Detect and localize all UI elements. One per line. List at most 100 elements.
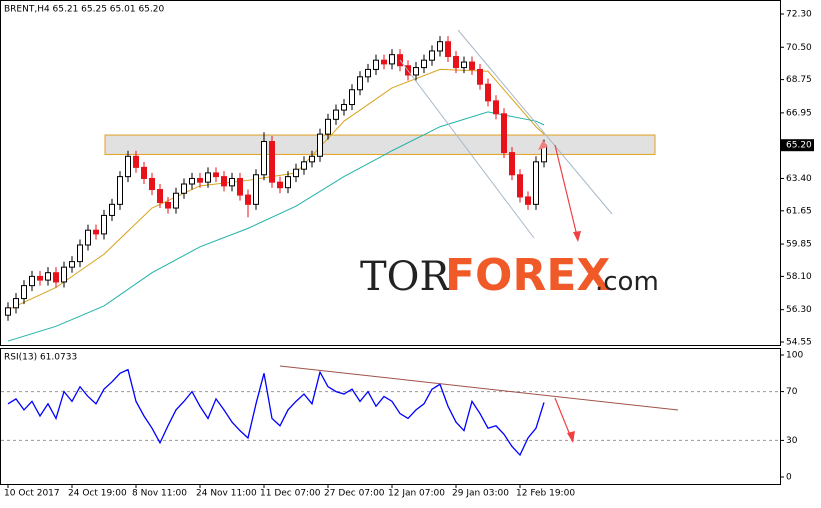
- rsi-tick-label: 0: [786, 473, 792, 483]
- rsi-tick-label: 30: [786, 436, 798, 446]
- candle-body: [93, 229, 99, 235]
- last-price-box: [781, 139, 814, 152]
- y-tick-label: 56.30: [786, 305, 812, 315]
- candle-body: [61, 266, 67, 283]
- candle-body: [197, 177, 203, 183]
- channel-line: [399, 59, 535, 239]
- y-tick-label: 68.75: [786, 75, 812, 85]
- x-tick-label: 12 Feb 19:00: [516, 489, 575, 499]
- watermark-com: .com: [595, 267, 659, 297]
- y-tick-label: 72.30: [786, 10, 812, 20]
- rsi-tick-label: 70: [786, 387, 798, 397]
- candle-body: [109, 203, 115, 216]
- candle-body: [357, 76, 363, 91]
- main-frame: [0, 0, 781, 346]
- candle-body: [101, 214, 107, 235]
- x-tick-label: 24 Oct 19:00: [68, 489, 127, 499]
- watermark-tor: TOR: [360, 254, 451, 300]
- y-tick-label: 66.95: [786, 108, 812, 118]
- candle-body: [77, 244, 83, 263]
- candle-body: [493, 100, 499, 115]
- x-tick-label: 29 Jan 03:00: [452, 489, 509, 499]
- x-tick-label: 10 Oct 2017: [4, 489, 60, 499]
- rsi-frame: [0, 348, 781, 485]
- candle-body: [525, 196, 531, 205]
- watermark: TOR FOREX .com: [360, 250, 659, 301]
- x-tick-label: 8 Nov 11:00: [132, 489, 187, 499]
- arrow-head: [538, 140, 548, 150]
- candle-body: [205, 172, 211, 183]
- candle-body: [245, 194, 251, 205]
- candle-body: [85, 229, 91, 246]
- candle-body: [533, 161, 539, 205]
- y-tick-label: 70.50: [786, 43, 812, 53]
- rsi-line: [7, 368, 545, 457]
- candle-body: [309, 155, 315, 163]
- candle-body: [181, 183, 187, 194]
- candle-body: [429, 50, 435, 61]
- y-tick-label: 61.65: [786, 206, 812, 216]
- candle-body: [333, 109, 339, 120]
- candle-body: [69, 261, 75, 268]
- candle-body: [301, 161, 307, 170]
- candle-body: [469, 61, 475, 70]
- moving-average: [7, 111, 545, 342]
- candle-body: [269, 141, 275, 183]
- candle-body: [141, 166, 147, 179]
- candle-body: [317, 133, 323, 157]
- candle-body: [37, 275, 43, 281]
- candle-body: [349, 89, 355, 106]
- candle-body: [157, 189, 163, 203]
- plot-layer: 72.30 70.50 68.75 66.95 63.40 61.65 59.85 58.10…: [1, 10, 814, 499]
- candle-body: [365, 68, 371, 78]
- y-tick-label: 54.55: [786, 338, 812, 348]
- y-tick-label: 58.10: [786, 272, 812, 282]
- candle-body: [277, 181, 283, 189]
- candle-body: [485, 83, 491, 102]
- candle-body: [45, 272, 51, 281]
- y-tick-label: 63.40: [786, 174, 812, 184]
- candle-body: [421, 59, 427, 69]
- last-price-label: 65.20: [786, 141, 812, 151]
- candle-body: [13, 298, 19, 309]
- candle-body: [213, 172, 219, 178]
- x-tick-label: 27 Dec 07:00: [324, 489, 385, 499]
- candle-body: [221, 176, 227, 187]
- candle-body: [373, 59, 379, 70]
- candle-body: [253, 174, 259, 205]
- channel-line: [457, 29, 613, 215]
- candle-body: [237, 177, 243, 196]
- candle-body: [133, 155, 139, 168]
- rsi-tick-label: 100: [786, 351, 803, 361]
- candle-body: [453, 56, 459, 69]
- candle-body: [413, 67, 419, 76]
- arrow-head: [573, 231, 581, 242]
- candle-body: [437, 41, 443, 52]
- candle-body: [261, 141, 267, 176]
- candle-body: [477, 68, 483, 85]
- candle-body: [509, 152, 515, 176]
- candle-body: [117, 176, 123, 205]
- candle-body: [165, 201, 171, 209]
- rsi-title: RSI(13) 61.0733: [4, 353, 77, 363]
- candle-body: [341, 104, 347, 111]
- candle-body: [189, 177, 195, 185]
- candle-body: [517, 174, 523, 198]
- x-tick-label: 12 Jan 07:00: [388, 489, 445, 499]
- candle-body: [125, 155, 131, 178]
- arrow-head: [567, 431, 575, 443]
- candle-body: [173, 192, 179, 209]
- candle-body: [285, 176, 291, 189]
- candle-body: [325, 118, 331, 135]
- candle-body: [53, 272, 59, 283]
- candle-body: [461, 61, 467, 69]
- x-tick-label: 24 Nov 11:00: [196, 489, 257, 499]
- chart-title: BRENT,H4 65.21 65.25 65.01 65.20: [4, 5, 164, 15]
- resistance-zone: [104, 134, 656, 155]
- x-tick-label: 11 Dec 07:00: [260, 489, 321, 499]
- candle-body: [445, 41, 451, 58]
- forecast-arrow: [554, 144, 579, 241]
- candle-body: [381, 59, 387, 65]
